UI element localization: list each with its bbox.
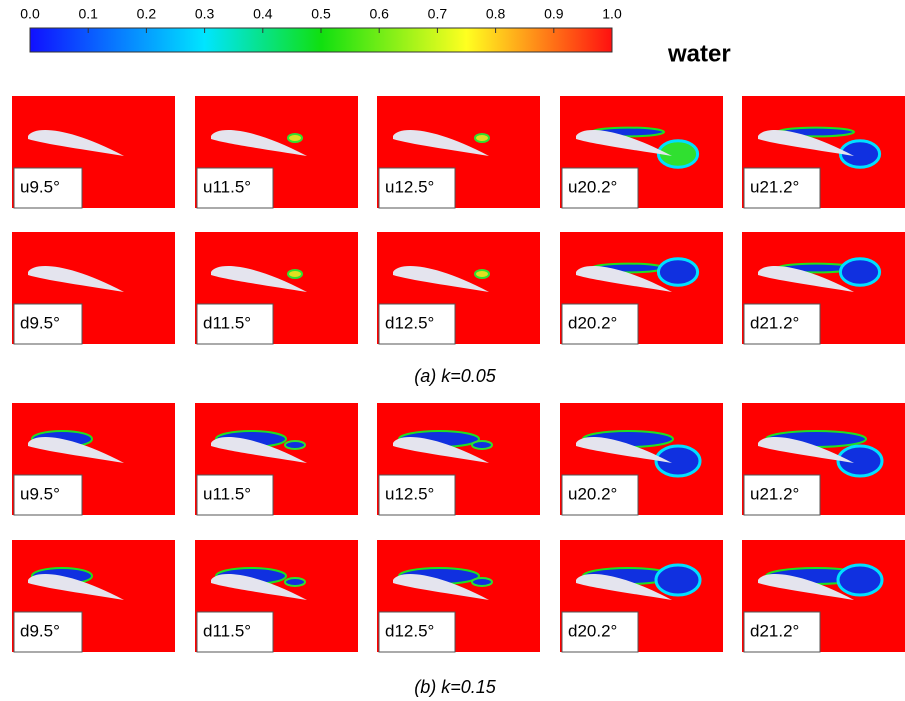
panel: d12.5° [377, 232, 540, 344]
colorbar-label: water [667, 40, 731, 67]
figure: water 0.0 0.1 0.2 0.3 0.4 0.5 0.6 0.7 0.8 0.9 1.0 (… [0, 0, 905, 701]
panel: u12.5° [377, 403, 540, 515]
colorbar-tick-label: 0.6 [369, 6, 389, 22]
colorbar-tick-label: 0.0 [20, 6, 40, 22]
panel-label: u9.5° [20, 177, 60, 196]
colorbar-tick-label: 0.7 [428, 6, 448, 22]
panel-label: u21.2° [750, 177, 799, 196]
panel: d21.2° [742, 540, 905, 652]
panel: d9.5° [12, 232, 175, 344]
panel-label: d12.5° [385, 313, 434, 332]
colorbar-tick-label: 0.1 [78, 6, 98, 22]
vapor-bubble [475, 134, 489, 142]
vapor-cloud [656, 565, 700, 595]
panel-label: u9.5° [20, 484, 60, 503]
panel: d20.2° [560, 232, 723, 344]
panel-label: d12.5° [385, 621, 434, 640]
vapor-bubble [288, 270, 302, 278]
caption: (a) k=0.05 [414, 366, 497, 386]
panel-label: d21.2° [750, 621, 799, 640]
colorbar-tick-label: 0.9 [544, 6, 564, 22]
colorbar-tick-label: 0.8 [486, 6, 506, 22]
panel: u11.5° [195, 403, 358, 515]
panel: u21.2° [742, 403, 905, 515]
vapor-cloud [658, 259, 697, 285]
panel-label: d11.5° [203, 621, 251, 640]
vapor-bubble [285, 578, 305, 586]
colorbar-tick-label: 0.3 [195, 6, 215, 22]
panel: d11.5° [195, 540, 358, 652]
panel: u20.2° [560, 403, 723, 515]
panel-label: u12.5° [385, 177, 434, 196]
panel-label: u11.5° [203, 484, 251, 503]
panel: u11.5° [195, 96, 358, 208]
vapor-bubble [472, 441, 492, 449]
colorbar-tick-label: 0.2 [137, 6, 157, 22]
panel-label: d20.2° [568, 621, 617, 640]
panel-label: d9.5° [20, 621, 60, 640]
panel-label: u11.5° [203, 177, 251, 196]
vapor-bubble [288, 134, 302, 142]
colorbar-tick-label: 1.0 [602, 6, 622, 22]
panel: u21.2° [742, 96, 905, 208]
panel-label: d11.5° [203, 313, 251, 332]
panel: d9.5° [12, 540, 175, 652]
colorbar-tick-label: 0.4 [253, 6, 273, 22]
colorbar-tick-label: 0.5 [311, 6, 331, 22]
panel: d12.5° [377, 540, 540, 652]
vapor-bubble [472, 578, 492, 586]
panel-label: u20.2° [568, 484, 617, 503]
panel: u9.5° [12, 403, 175, 515]
panel-label: u20.2° [568, 177, 617, 196]
panel-label: d9.5° [20, 313, 60, 332]
panel: u9.5° [12, 96, 175, 208]
panel: d11.5° [195, 232, 358, 344]
panel: d21.2° [742, 232, 905, 344]
panel: u12.5° [377, 96, 540, 208]
vapor-bubble [475, 270, 489, 278]
panel: u20.2° [560, 96, 723, 208]
vapor-cloud [840, 259, 879, 285]
caption: (b) k=0.15 [414, 677, 497, 697]
panel-label: u12.5° [385, 484, 434, 503]
panel: d20.2° [560, 540, 723, 652]
panel-label: u21.2° [750, 484, 799, 503]
vapor-cloud [838, 565, 882, 595]
vapor-bubble [285, 441, 305, 449]
panel-label: d21.2° [750, 313, 799, 332]
panel-label: d20.2° [568, 313, 617, 332]
